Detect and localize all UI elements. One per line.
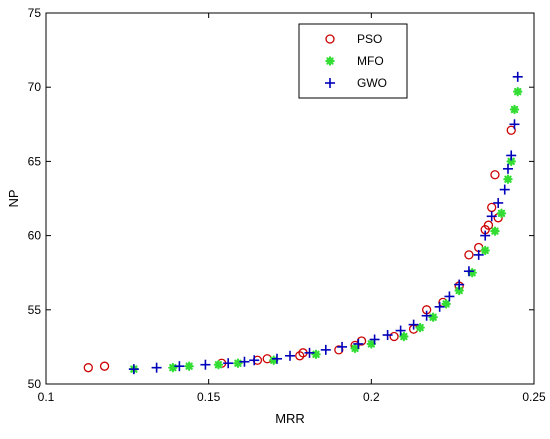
point-pso [487, 202, 497, 213]
y-tick-label: 60 [28, 229, 42, 243]
point-gwo [151, 362, 162, 373]
point-gwo [249, 355, 260, 366]
point-pso [464, 250, 474, 260]
legend-marker-gwo [325, 78, 335, 88]
legend-entry-mfo: MFO [325, 54, 384, 68]
point-gwo [200, 359, 211, 370]
legend-marker-pso [325, 34, 335, 44]
point-mfo [490, 226, 500, 236]
point-mfo [513, 86, 523, 97]
point-gwo [473, 249, 484, 260]
legend: PSO MFO GWO [298, 23, 408, 99]
point-mfo [184, 361, 194, 371]
point-gwo [239, 356, 250, 367]
point-pso [483, 220, 494, 230]
point-gwo [271, 353, 282, 364]
point-pso [389, 331, 399, 342]
point-mfo [213, 360, 224, 370]
point-mfo [428, 312, 438, 322]
point-gwo [502, 163, 513, 174]
y-tick-label: 55 [28, 303, 42, 317]
point-mfo [168, 362, 178, 373]
point-gwo [486, 211, 497, 222]
point-pso [295, 351, 305, 361]
point-pso [99, 361, 110, 371]
point-gwo [434, 301, 445, 312]
point-mfo [496, 208, 507, 219]
series-pso [83, 125, 516, 373]
point-gwo [493, 197, 504, 208]
point-gwo [480, 230, 491, 241]
y-axis-label: NP [6, 189, 21, 207]
point-mfo [350, 343, 360, 354]
y-tick-label: 50 [28, 377, 42, 391]
point-gwo [382, 330, 393, 341]
y-tick-label: 65 [28, 154, 42, 168]
plot-frame [45, 12, 535, 385]
point-gwo [395, 325, 406, 336]
legend-marker-mfo [325, 56, 335, 66]
series-mfo [129, 86, 523, 374]
x-tick-label: 0.1 [38, 390, 55, 404]
legend-label: PSO [357, 32, 382, 46]
point-gwo [223, 358, 234, 369]
point-gwo [408, 319, 419, 330]
point-mfo [441, 299, 451, 309]
marks-layer [83, 71, 523, 375]
legend-items: PSO MFO GWO [325, 32, 387, 90]
point-gwo [337, 341, 348, 352]
y-tick-label: 70 [28, 80, 42, 94]
point-gwo [304, 347, 315, 358]
ticks-layer: 0.1 0.15 0.2 0.25 50 55 60 65 70 75 [28, 6, 546, 404]
point-mfo [366, 339, 377, 349]
point-gwo [174, 361, 185, 372]
point-mfo [311, 349, 321, 360]
point-mfo [415, 322, 425, 333]
point-mfo [480, 245, 490, 256]
y-tick-label: 75 [28, 6, 42, 20]
point-gwo [506, 150, 517, 161]
point-gwo [128, 364, 139, 375]
x-tick-label: 0.25 [522, 390, 546, 404]
point-pso [490, 170, 500, 180]
point-mfo [509, 104, 520, 115]
point-gwo [512, 71, 523, 82]
series-gwo [128, 71, 523, 375]
legend-entry-pso: PSO [325, 32, 382, 46]
point-mfo [503, 174, 513, 184]
point-gwo [353, 338, 364, 349]
point-gwo [369, 334, 380, 345]
point-gwo [454, 279, 465, 290]
point-gwo [509, 119, 520, 130]
point-gwo [499, 184, 510, 195]
x-tick-label: 0.15 [197, 390, 221, 404]
point-pso [506, 125, 516, 135]
x-axis-label: MRR [275, 411, 305, 426]
point-mfo [233, 358, 243, 368]
legend-label: GWO [357, 76, 387, 90]
point-gwo [421, 310, 432, 321]
legend-entry-gwo: GWO [325, 76, 387, 90]
point-gwo [320, 344, 331, 355]
point-pso [262, 354, 272, 364]
point-pso [83, 363, 93, 373]
legend-box [298, 23, 408, 99]
legend-label: MFO [357, 54, 384, 68]
x-tick-label: 0.2 [363, 390, 380, 404]
point-gwo [463, 266, 474, 277]
point-gwo [444, 291, 455, 302]
point-gwo [285, 350, 295, 361]
point-mfo [399, 331, 409, 342]
